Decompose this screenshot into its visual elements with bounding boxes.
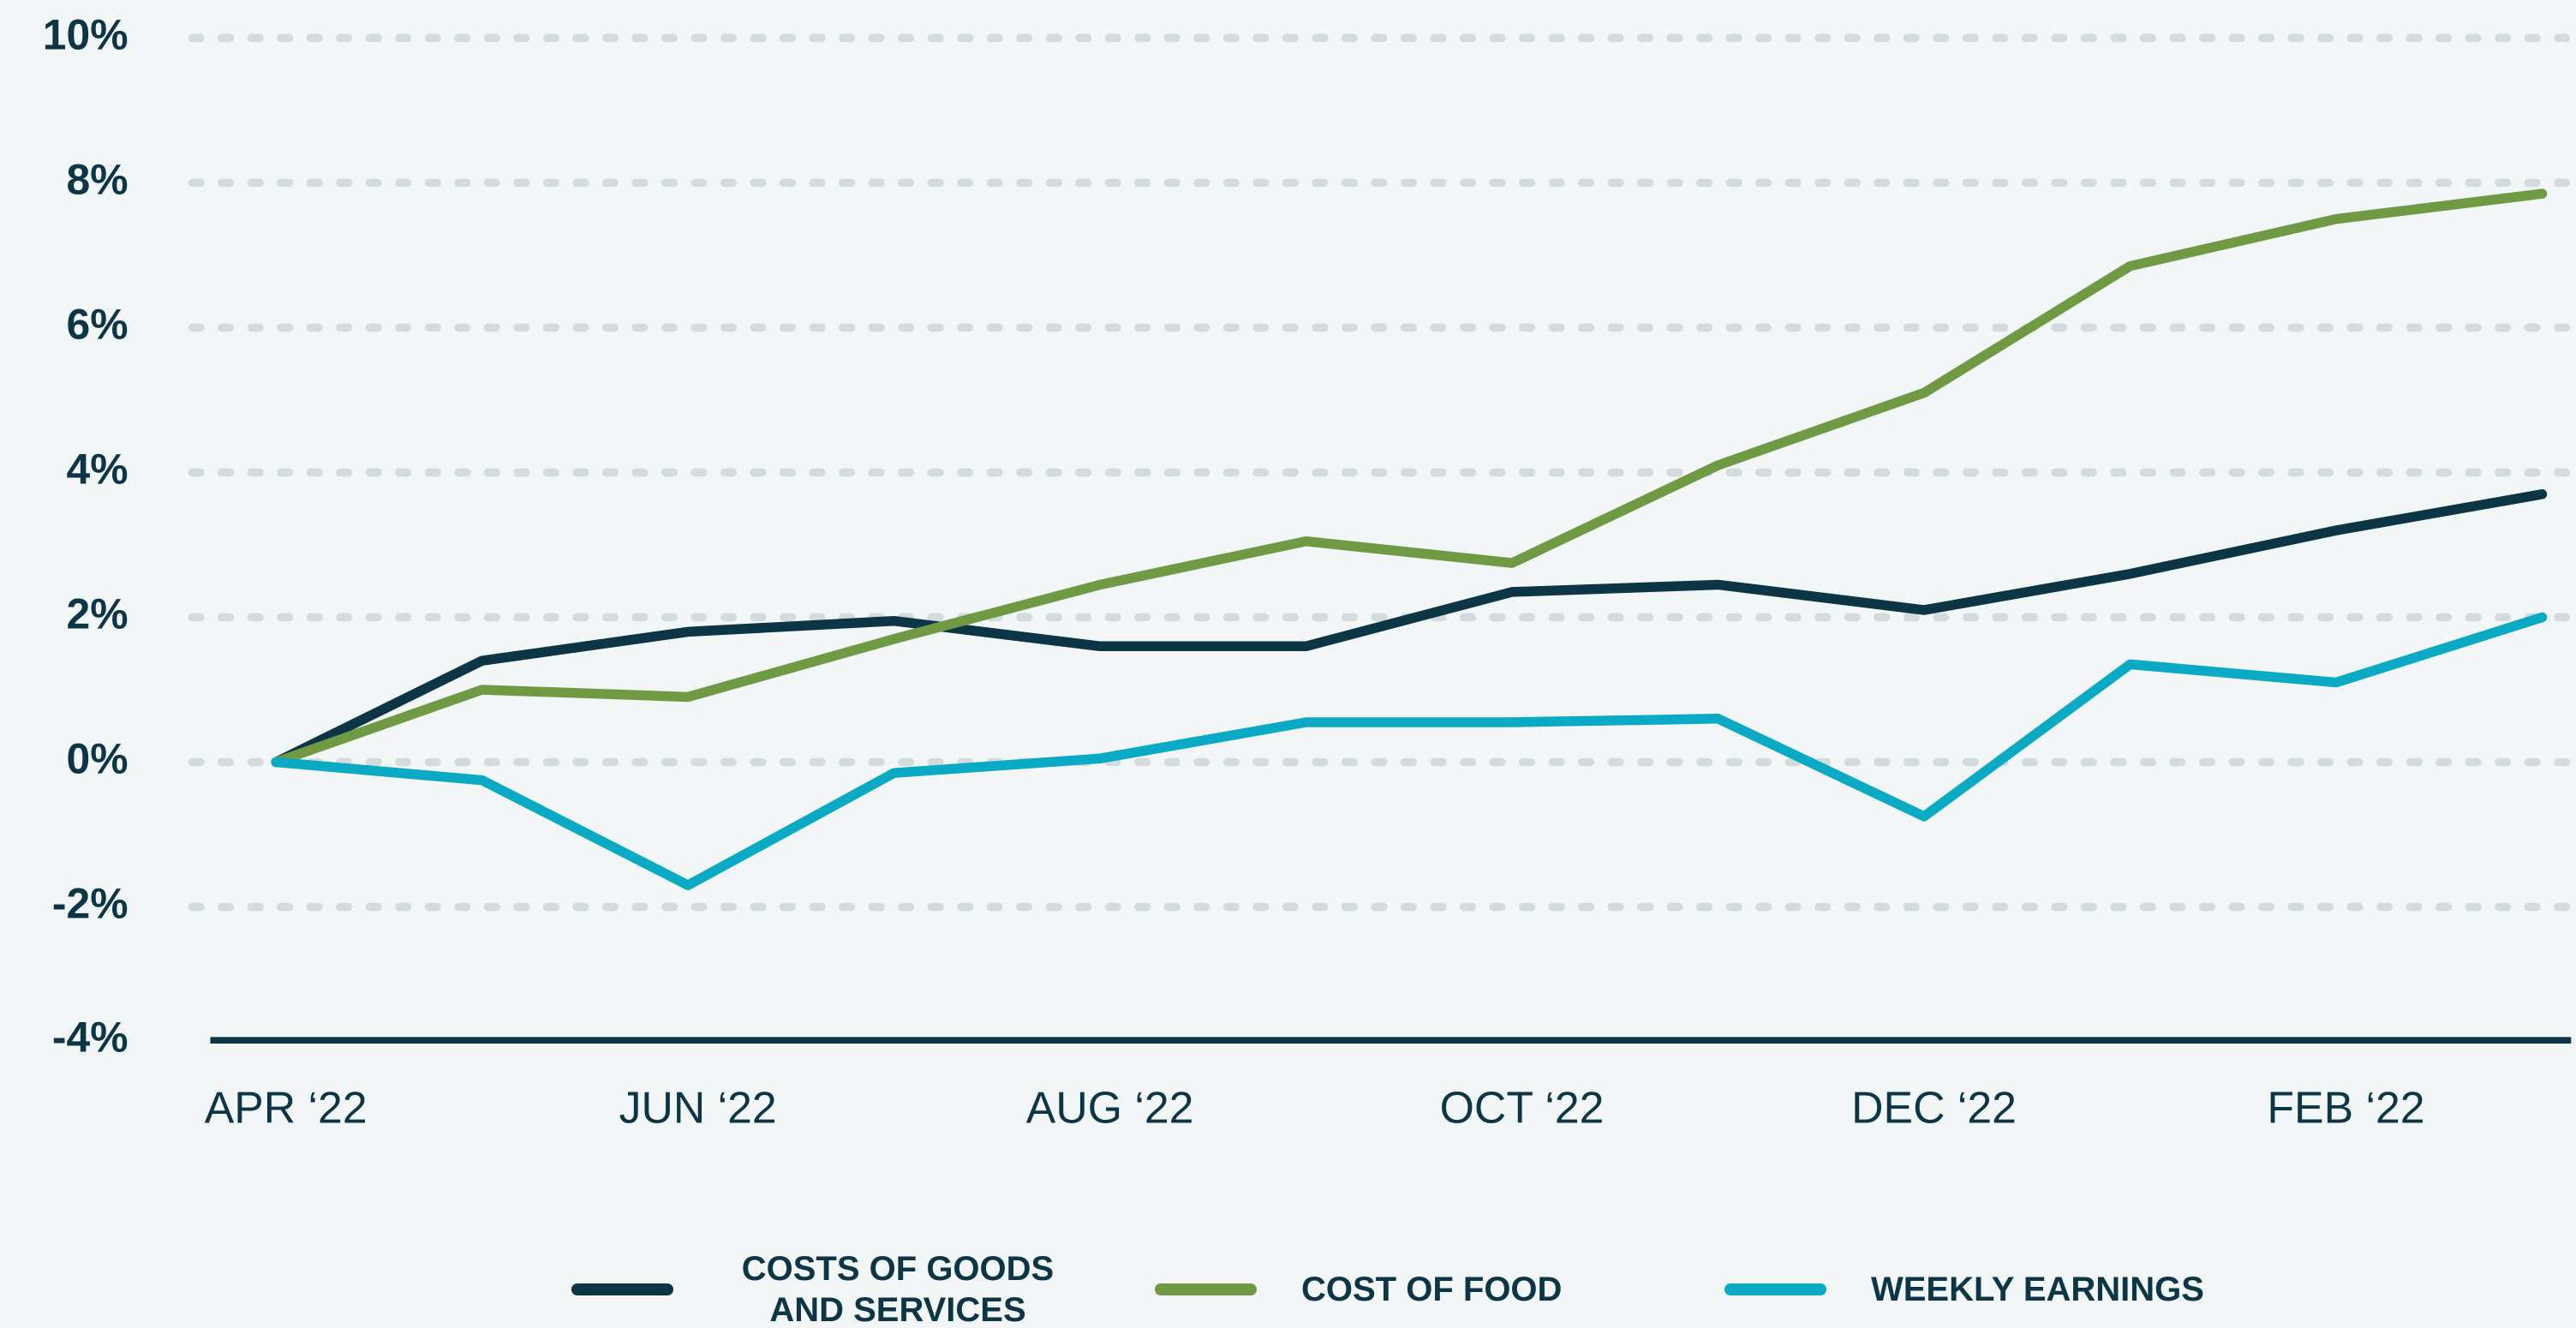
legend-item: COST OF FOOD xyxy=(1155,1247,1562,1328)
x-tick-label: AUG ‘22 xyxy=(1026,1082,1194,1132)
y-tick-label: 10% xyxy=(43,11,129,59)
x-tick-label: JUN ‘22 xyxy=(619,1082,777,1132)
y-tick-label: 6% xyxy=(67,301,129,349)
legend-label: WEEKLY EARNINGS xyxy=(1871,1271,2204,1308)
x-tick-label: FEB ‘22 xyxy=(2267,1082,2424,1132)
y-tick-label: 2% xyxy=(67,590,129,638)
legend-item: WEEKLY EARNINGS xyxy=(1724,1247,2204,1328)
line-series xyxy=(271,188,2548,768)
line-series xyxy=(271,489,2548,768)
x-tick-label: DEC ‘22 xyxy=(1851,1082,2017,1132)
legend-item: COSTS OF GOODS AND SERVICES xyxy=(571,1247,1078,1328)
legend-swatch xyxy=(1724,1283,1826,1295)
legend-label: COSTS OF GOODS AND SERVICES xyxy=(741,1250,1055,1328)
y-tick-label: 8% xyxy=(67,156,129,204)
x-tick-label: OCT ‘22 xyxy=(1440,1082,1605,1132)
legend-swatch xyxy=(1155,1283,1257,1295)
line-series xyxy=(271,612,2548,890)
y-tick-label: -2% xyxy=(52,880,129,928)
legend-swatch xyxy=(571,1283,673,1295)
y-tick-label: 0% xyxy=(67,735,129,783)
legend-label: COST OF FOOD xyxy=(1301,1271,1563,1308)
x-tick-label: APR ‘22 xyxy=(205,1082,368,1132)
y-tick-label: 4% xyxy=(67,446,129,494)
y-tick-label: -4% xyxy=(52,1013,129,1061)
